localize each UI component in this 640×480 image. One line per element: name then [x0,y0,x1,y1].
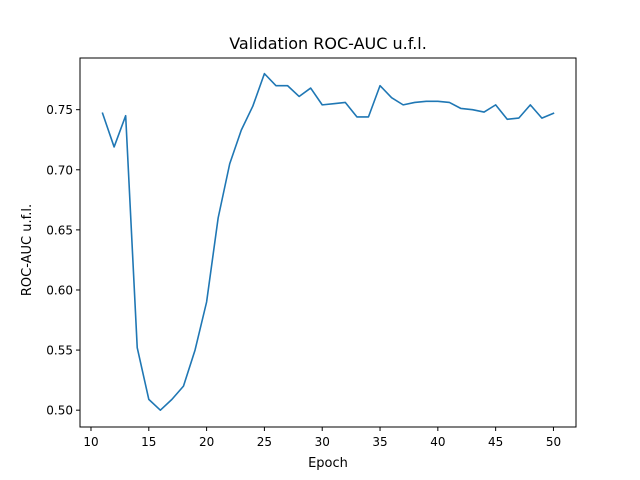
y-tick-label: 0.70 [46,163,73,177]
x-tick-label: 35 [372,435,387,449]
y-tick-label: 0.75 [46,103,73,117]
x-tick-label: 25 [257,435,272,449]
x-tick-label: 30 [315,435,330,449]
x-tick-label: 45 [488,435,503,449]
x-tick-label: 20 [199,435,214,449]
x-tick-label: 10 [83,435,98,449]
x-tick-label: 40 [430,435,445,449]
x-axis-label: Epoch [308,456,348,471]
x-tick-label: 15 [141,435,156,449]
y-axis: 0.50 0.55 0.60 0.65 0.70 0.75 [46,103,80,418]
x-axis: 10 15 20 25 30 35 40 45 50 [83,427,561,449]
series-line-0 [101,72,555,411]
x-tick-label: 50 [546,435,561,449]
y-tick-label: 0.60 [46,283,73,297]
y-tick-label: 0.50 [46,404,73,418]
plot-frame [79,57,577,428]
y-tick-label: 0.55 [46,344,73,358]
plot-area [79,57,577,428]
y-tick-label: 0.65 [46,223,73,237]
y-axis-label: ROC-AUC u.f.l. [20,204,35,296]
chart-title: Validation ROC-AUC u.f.l. [229,34,427,53]
